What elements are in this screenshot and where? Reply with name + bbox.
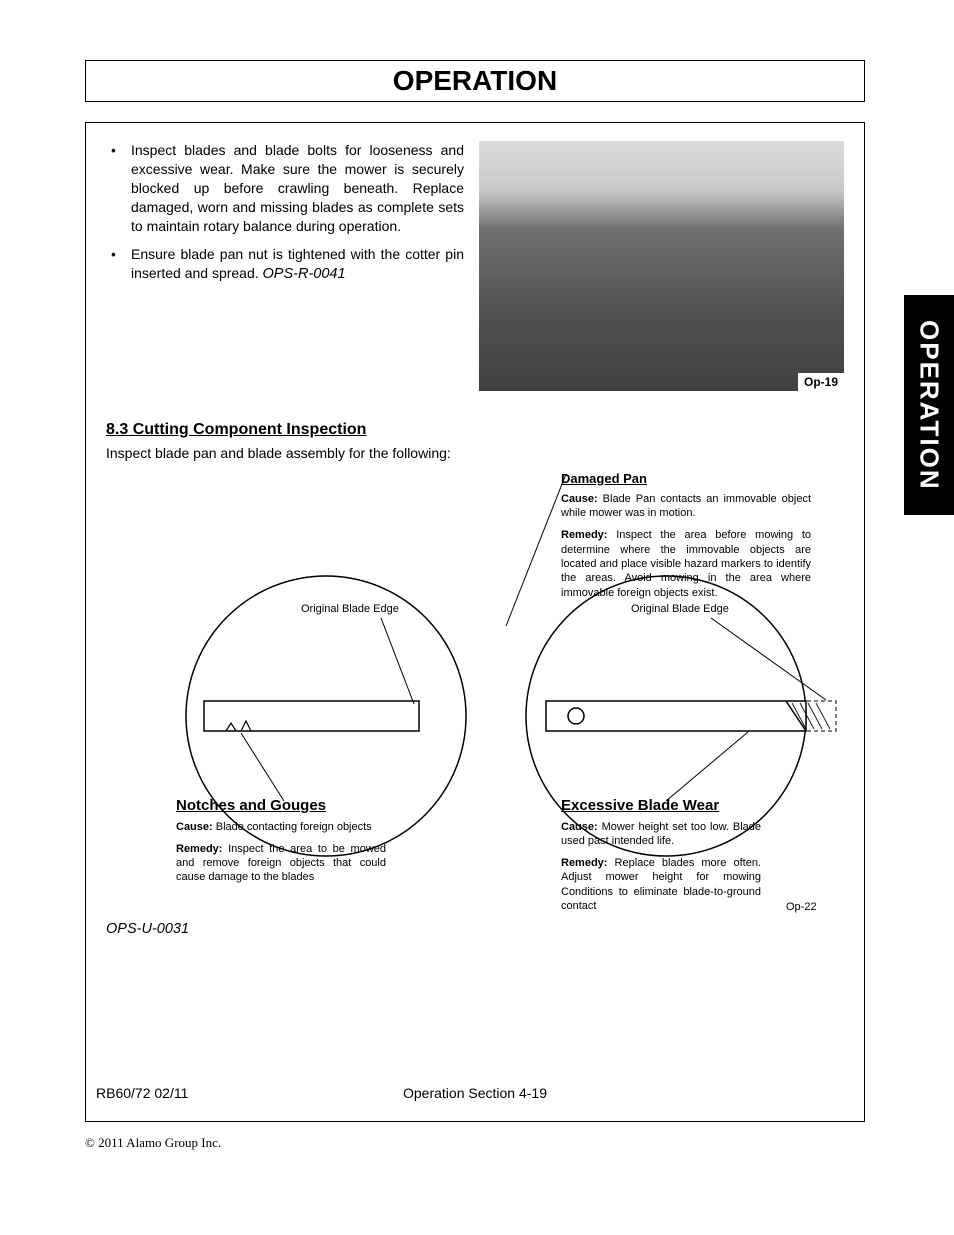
cause-label: Cause: bbox=[561, 493, 598, 505]
footer-center: Operation Section 4-19 bbox=[403, 1085, 547, 1101]
bullet-text: Inspect blades and blade bolts for loose… bbox=[131, 142, 464, 234]
header-border: OPERATION bbox=[85, 60, 865, 102]
remedy-label: Remedy: bbox=[561, 529, 607, 541]
damaged-pan-remedy: Remedy: Inspect the area before mowing t… bbox=[561, 528, 811, 599]
copyright: © 2011 Alamo Group Inc. bbox=[85, 1135, 221, 1151]
page-title: OPERATION bbox=[86, 61, 864, 101]
damaged-pan-title: Damaged Pan bbox=[561, 471, 811, 488]
footer: RB60/72 02/11 Operation Section 4-19 bbox=[86, 1085, 864, 1101]
photo-placeholder: Op-19 bbox=[479, 141, 844, 391]
bullet-item: Ensure blade pan nut is tightened with t… bbox=[106, 245, 464, 284]
footer-left: RB60/72 02/11 bbox=[96, 1085, 188, 1101]
notches-block: Notches and Gouges Cause: Blade contacti… bbox=[176, 796, 386, 885]
op-ref-label: Op-22 bbox=[786, 901, 817, 913]
side-tab-text: OPERATION bbox=[914, 320, 945, 491]
wear-remedy: Remedy: Replace blades more often. Adjus… bbox=[561, 856, 761, 913]
wear-title: Excessive Blade Wear bbox=[561, 796, 761, 816]
bullet-item: Inspect blades and blade bolts for loose… bbox=[106, 141, 464, 235]
cause-text: Blade Pan contacts an immovable object w… bbox=[561, 493, 811, 519]
top-section: Inspect blades and blade bolts for loose… bbox=[106, 141, 844, 391]
damaged-pan-cause: Cause: Blade Pan contacts an immovable o… bbox=[561, 492, 811, 521]
bullet-list: Inspect blades and blade bolts for loose… bbox=[106, 141, 464, 285]
notches-remedy: Remedy: Inspect the area to be mowed and… bbox=[176, 842, 386, 885]
content-area: Inspect blades and blade bolts for loose… bbox=[85, 122, 865, 1122]
side-tab: OPERATION bbox=[904, 295, 954, 515]
cause-label: Cause: bbox=[176, 821, 213, 833]
wear-cause: Cause: Mower height set too low. Blade u… bbox=[561, 820, 761, 849]
damaged-pan-block: Damaged Pan Cause: Blade Pan contacts an… bbox=[561, 471, 811, 600]
section-heading: 8.3 Cutting Component Inspection bbox=[106, 421, 844, 439]
bullet-text-column: Inspect blades and blade bolts for loose… bbox=[106, 141, 464, 391]
diagram-area: Damaged Pan Cause: Blade Pan contacts an… bbox=[106, 471, 844, 941]
notches-title: Notches and Gouges bbox=[176, 796, 386, 816]
cause-label: Cause: bbox=[561, 821, 598, 833]
notches-cause: Cause: Blade contacting foreign objects bbox=[176, 820, 386, 834]
photo-label: Op-19 bbox=[798, 373, 844, 391]
cause-text: Blade contacting foreign objects bbox=[213, 821, 372, 833]
remedy-label: Remedy: bbox=[561, 857, 607, 869]
section-intro: Inspect blade pan and blade assembly for… bbox=[106, 445, 844, 461]
original-edge-label-right: Original Blade Edge bbox=[631, 603, 729, 615]
wear-block: Excessive Blade Wear Cause: Mower height… bbox=[561, 796, 761, 913]
diagram-ref-code: OPS-U-0031 bbox=[106, 921, 189, 937]
remedy-label: Remedy: bbox=[176, 843, 222, 855]
original-edge-label-left: Original Blade Edge bbox=[301, 603, 399, 615]
ref-code: OPS-R-0041 bbox=[263, 266, 346, 282]
